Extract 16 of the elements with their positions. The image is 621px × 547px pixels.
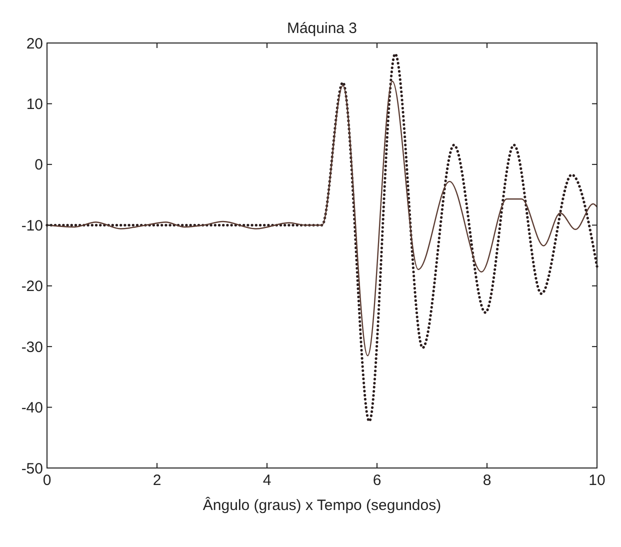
- chart-title: Máquina 3: [286, 20, 358, 37]
- y-tick-label: -10: [21, 217, 43, 234]
- y-tick-label: -50: [21, 460, 43, 478]
- x-axis-title: Ângulo (graus) x Tempo (segundos): [202, 496, 442, 514]
- y-tick-label: 0: [34, 156, 43, 174]
- x-tick-label: 8: [482, 472, 492, 489]
- line-series: [46, 80, 598, 356]
- y-tick-label: -30: [21, 338, 43, 356]
- x-tick-label: 6: [372, 472, 382, 489]
- y-tick-label: -20: [21, 278, 43, 296]
- x-tick-label: 4: [262, 472, 272, 489]
- y-tick-label: -40: [21, 400, 43, 417]
- y-tick-label: 10: [26, 96, 43, 113]
- x-tick-label: 2: [152, 472, 162, 489]
- y-tick-label: 20: [26, 35, 43, 52]
- x-tick-label: 10: [588, 472, 606, 489]
